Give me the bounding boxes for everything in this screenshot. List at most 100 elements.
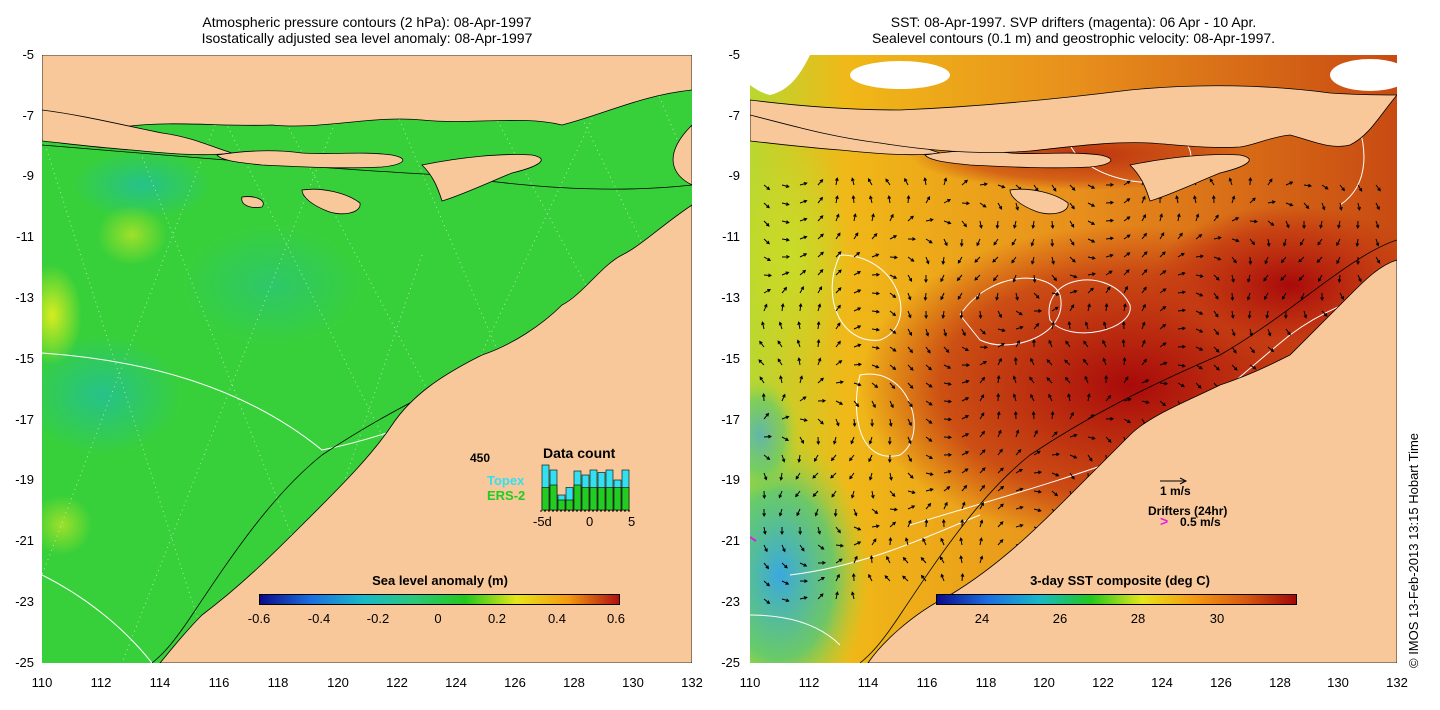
velocity-arrow [1284,310,1288,320]
velocity-arrow [925,400,933,406]
velocity-arrow [1177,308,1186,313]
velocity-arrow [1298,256,1305,263]
velocity-arrow [1141,251,1148,258]
velocity-arrow [993,238,999,246]
velocity-arrow [799,269,807,276]
velocity-arrow [1087,220,1096,225]
velocity-arrow [1213,274,1220,281]
velocity-arrow [835,591,839,600]
velocity-arrow [1069,454,1078,459]
velocity-arrow [1105,416,1115,421]
velocity-arrow [940,573,945,582]
velocity-arrow [1159,306,1167,312]
velocity-arrow [1231,364,1238,371]
velocity-arrow [1141,400,1150,404]
velocity-arrow [1029,376,1035,384]
velocity-arrow [1249,364,1257,370]
imos-credit: © IMOS 13-Feb-2013 13:15 Hobart Time [1406,432,1421,668]
velocity-arrow [961,501,966,510]
y-tick-label: -13 [15,290,34,305]
velocity-arrow [871,400,876,409]
velocity-arrow [1141,339,1146,348]
velocity-arrow [889,213,894,222]
velocity-arrow [869,554,874,564]
left-title-line2: Isostatically adjusted sea level anomaly… [201,30,533,46]
velocity-arrow [1357,184,1363,192]
velocity-arrow [1249,197,1256,204]
velocity-arrow [959,238,964,248]
velocity-arrow [997,539,1004,546]
velocity-arrow [904,177,909,186]
velocity-arrow [1121,338,1126,348]
velocity-arrow [1032,338,1036,348]
velocity-arrow [1123,418,1131,424]
velocity-arrow [1339,292,1344,300]
velocity-arrow [1012,375,1017,384]
velocity-arrow [779,375,783,384]
velocity-arrow [849,454,855,462]
ers2-bar [597,487,606,511]
velocity-arrow [1264,292,1269,300]
velocity-arrow [1231,195,1236,204]
velocity-arrow [1105,183,1115,187]
sst-cool-water [750,135,850,375]
velocity-arrow [868,573,873,582]
velocity-arrow [995,220,1000,229]
velocity-arrow [889,235,898,240]
velocity-arrow [1011,238,1017,246]
x-tick-label: 126 [1210,675,1232,690]
velocity-arrow [834,177,839,186]
drifter-marker-icon: > [1160,513,1169,529]
velocity-arrow [1012,393,1017,402]
velocity-arrow [763,256,772,261]
velocity-arrow [889,346,897,352]
velocity-arrow [1319,220,1323,229]
velocity-arrow [871,538,877,546]
velocity-arrow [925,454,933,460]
velocity-arrow [1069,289,1078,294]
velocity-arrow [1159,400,1167,407]
velocity-arrow [1375,220,1380,229]
velocity-arrow [835,269,842,276]
velocity-arrow [812,472,819,479]
x-tick-label: 122 [1092,675,1114,690]
velocity-arrow [1051,274,1058,282]
velocity-arrow [1316,256,1323,264]
x-tick-label: 116 [916,675,938,690]
velocity-arrow [1087,184,1096,189]
velocity-arrow [1031,410,1036,420]
velocity-arrow [1249,346,1255,354]
sst-colorbar-title: 3-day SST composite (deg C) [1030,573,1210,588]
velocity-arrow [1336,256,1341,265]
velocity-arrow [907,436,912,445]
velocity-arrow [979,345,989,350]
velocity-arrow [835,195,839,204]
velocity-arrow [920,574,927,582]
velocity-arrow [920,556,927,564]
velocity-arrow [1102,339,1107,348]
velocity-arrow [796,339,801,348]
velocity-arrow [1015,292,1019,301]
velocity-arrow [1102,357,1107,366]
velocity-arrow [1082,358,1089,366]
velocity-arrow [1087,287,1094,294]
data-count-max-label: 450 [470,451,491,465]
velocity-arrow [1303,202,1310,210]
velocity-arrow [961,379,970,384]
velocity-arrow [851,572,856,582]
left-map-title: Atmospheric pressure contours (2 hPa): 0… [42,14,692,46]
velocity-arrow [979,202,987,208]
velocity-arrow [1123,180,1131,186]
velocity-arrow [871,272,881,277]
velocity-arrow [830,472,837,479]
velocity-arrow [1087,454,1093,462]
velocity-arrow [1033,450,1041,456]
velocity-arrow [907,490,916,495]
x-tick-label: 112 [798,675,820,690]
velocity-arrow [797,321,801,330]
velocity-arrow [1267,220,1275,226]
colorbar-tick-label: -0.6 [247,611,271,626]
velocity-arrow [902,556,909,564]
velocity-arrow [781,598,790,603]
velocity-arrow [1337,274,1342,284]
